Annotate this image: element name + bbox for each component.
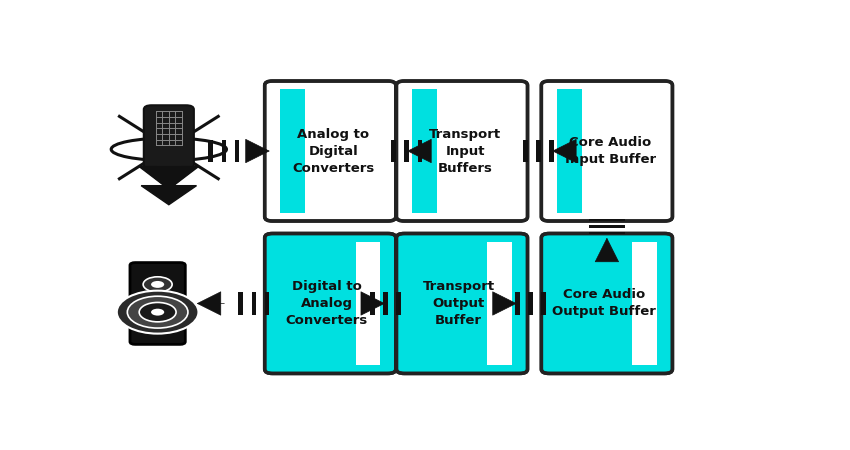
- Bar: [589, 232, 625, 234]
- Circle shape: [151, 309, 164, 315]
- Bar: [515, 292, 519, 315]
- Circle shape: [151, 281, 164, 288]
- Bar: [235, 140, 240, 162]
- Text: Core Audio
Input Buffer: Core Audio Input Buffer: [564, 136, 655, 166]
- Bar: [208, 140, 213, 162]
- Bar: [383, 292, 388, 315]
- Bar: [222, 140, 226, 162]
- Bar: [589, 225, 625, 228]
- Polygon shape: [280, 90, 305, 213]
- Circle shape: [139, 302, 176, 322]
- FancyBboxPatch shape: [264, 81, 396, 221]
- Bar: [264, 292, 269, 315]
- Text: Core Audio
Output Buffer: Core Audio Output Buffer: [552, 288, 655, 319]
- FancyBboxPatch shape: [144, 105, 194, 169]
- Bar: [417, 140, 422, 162]
- Text: Transport
Output
Buffer: Transport Output Buffer: [422, 280, 495, 327]
- Polygon shape: [355, 242, 380, 365]
- Bar: [536, 140, 541, 162]
- Bar: [405, 140, 409, 162]
- Polygon shape: [632, 242, 657, 365]
- Text: Analog to
Digital
Converters: Analog to Digital Converters: [292, 127, 375, 175]
- Polygon shape: [487, 242, 512, 365]
- Polygon shape: [557, 90, 581, 213]
- FancyBboxPatch shape: [541, 234, 672, 374]
- Polygon shape: [141, 186, 196, 205]
- FancyBboxPatch shape: [396, 234, 528, 374]
- Polygon shape: [139, 166, 199, 189]
- Bar: [396, 292, 401, 315]
- Circle shape: [128, 296, 188, 328]
- Bar: [238, 292, 243, 315]
- Polygon shape: [141, 166, 196, 189]
- Text: Transport
Input
Buffers: Transport Input Buffers: [429, 127, 502, 175]
- FancyBboxPatch shape: [396, 81, 528, 221]
- Bar: [528, 292, 533, 315]
- FancyBboxPatch shape: [264, 234, 396, 374]
- FancyBboxPatch shape: [130, 263, 185, 344]
- Bar: [370, 292, 375, 315]
- Bar: [589, 219, 625, 221]
- Bar: [523, 140, 528, 162]
- Circle shape: [143, 277, 172, 292]
- Polygon shape: [412, 90, 437, 213]
- Bar: [252, 292, 256, 315]
- Text: Digital to
Analog
Converters: Digital to Analog Converters: [286, 280, 368, 327]
- Bar: [391, 140, 396, 162]
- Bar: [549, 140, 554, 162]
- Circle shape: [116, 291, 198, 333]
- Bar: [541, 292, 546, 315]
- FancyBboxPatch shape: [541, 81, 672, 221]
